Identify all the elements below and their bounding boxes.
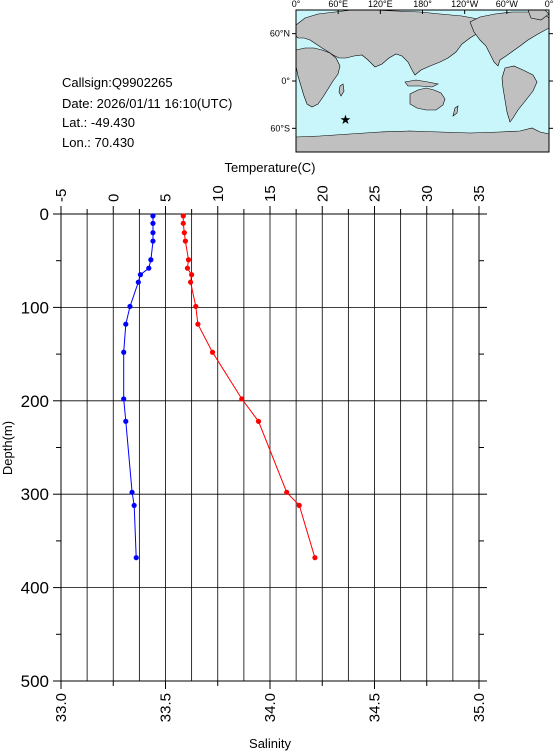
salinity-tick-label: 35.0 [471,693,488,722]
temperature-tick-label: 35 [471,185,488,202]
salinity-point [150,238,156,244]
depth-tick-label: 100 [21,298,49,317]
station-marker-icon: ★ [340,112,352,127]
map-lon-labels: 0° 60°E 120°E 180° 120°W 60°W 0° [292,0,553,9]
salinity-point [150,230,156,236]
map-lon-label: 120°W [451,0,479,9]
lon-text: Lon.: 70.430 [62,135,134,150]
temperature-point [182,238,188,244]
land-africa [295,47,341,108]
salinity-tick-label: 33.0 [53,693,70,722]
station-info: Callsign:Q9902265 Date: 2026/01/11 16:10… [62,75,232,150]
depth-tick-label: 200 [21,392,49,411]
salinity-point [121,396,127,402]
temperature-profile-line [182,215,316,558]
salinity-tick-label: 34.5 [367,693,384,722]
temperature-tick-label: 0 [105,194,122,202]
temperature-tick-label: 10 [210,185,227,202]
salinity-point [121,349,127,355]
map-lon-label: 60°W [496,0,519,9]
temperature-point [184,265,191,271]
salinity-tick-labels: 33.0 33.5 34.0 34.5 35.0 [53,693,488,722]
salinity-point [127,303,133,310]
temperature-point [284,489,290,495]
minor-ticks [53,206,487,689]
temperature-point [181,230,187,236]
depth-axis-label: Depth(m) [0,421,15,475]
map-lon-label: 0° [292,0,301,9]
map-lon-label: 0° [545,0,553,9]
salinity-point [146,265,152,271]
temperature-point [209,349,216,355]
salinity-point [150,213,156,219]
salinity-point [148,257,154,263]
plot-grid [61,214,479,681]
salinity-point [135,279,141,285]
salinity-point [131,502,137,509]
depth-tick-label: 0 [40,205,49,224]
salinity-point [129,489,135,495]
depth-tick-labels: 0 100 200 300 400 500 [21,205,49,691]
temperature-point [185,257,192,263]
depth-tick-label: 500 [21,672,49,691]
temperature-point [255,418,262,424]
land-south-america [501,65,538,123]
temperature-tick-label: 30 [419,185,436,202]
temperature-tick-label: 5 [158,194,175,202]
map-lat-label: 0° [281,76,290,86]
plot-area: -5 0 5 10 15 20 25 30 35 33.0 33.5 34.0 34.5 35.0 0 1… [0,160,488,751]
salinity-point [150,220,156,226]
callsign-text: Callsign:Q9902265 [62,75,173,90]
salinity-point [123,418,129,424]
depth-tick-label: 400 [21,579,49,598]
salinity-point [123,321,129,327]
plot-frame [60,213,480,682]
map-lat-label: 60°S [270,123,290,133]
land-new-zealand [452,105,459,117]
temperature-point [187,279,194,285]
map-lat-labels: 60°N 0° 60°S [270,29,291,134]
date-text: Date: 2026/01/11 16:10(UTC) [62,96,232,111]
land-australia [409,87,446,111]
map-lat-label: 60°N [270,29,290,39]
salinity-axis-label: Salinity [249,736,291,751]
map-lon-label: 120°E [368,0,393,9]
depth-tick-label: 300 [21,485,49,504]
temperature-tick-label: 25 [367,185,384,202]
temperature-point [189,272,195,278]
temperature-point [193,303,199,310]
temperature-point [239,396,245,402]
temperature-point [312,555,318,561]
land-eurasia [295,9,491,76]
series-layer [121,213,318,561]
land-north-america [469,11,550,67]
temperature-point [296,502,302,509]
lat-text: Lat.: -49.430 [62,115,135,130]
temperature-point [180,220,186,226]
salinity-tick-label: 33.5 [158,693,175,722]
temperature-point [195,321,201,327]
map-ticks [292,10,553,129]
map-land [295,9,550,153]
temperature-axis-label: Temperature(C) [224,160,315,175]
salinity-tick-label: 34.0 [262,693,279,722]
temperature-tick-label: 20 [314,185,331,202]
salinity-point [133,555,139,561]
map-lon-label: 60°E [328,0,348,9]
land-indonesia [404,79,439,88]
salinity-point [137,272,144,278]
map-lon-label: 180° [413,0,432,9]
temperature-point [180,213,186,219]
land-madagascar [338,83,345,97]
temperature-tick-label: 15 [262,185,279,202]
world-map: 0° 60°E 120°E 180° 120°W 60°W 0° 60°N 0° 60°S ★ [270,0,553,153]
salinity-profile-line [123,215,154,558]
temperature-tick-label: -5 [53,189,70,202]
temperature-tick-labels: -5 0 5 10 15 20 25 30 35 [53,185,488,202]
